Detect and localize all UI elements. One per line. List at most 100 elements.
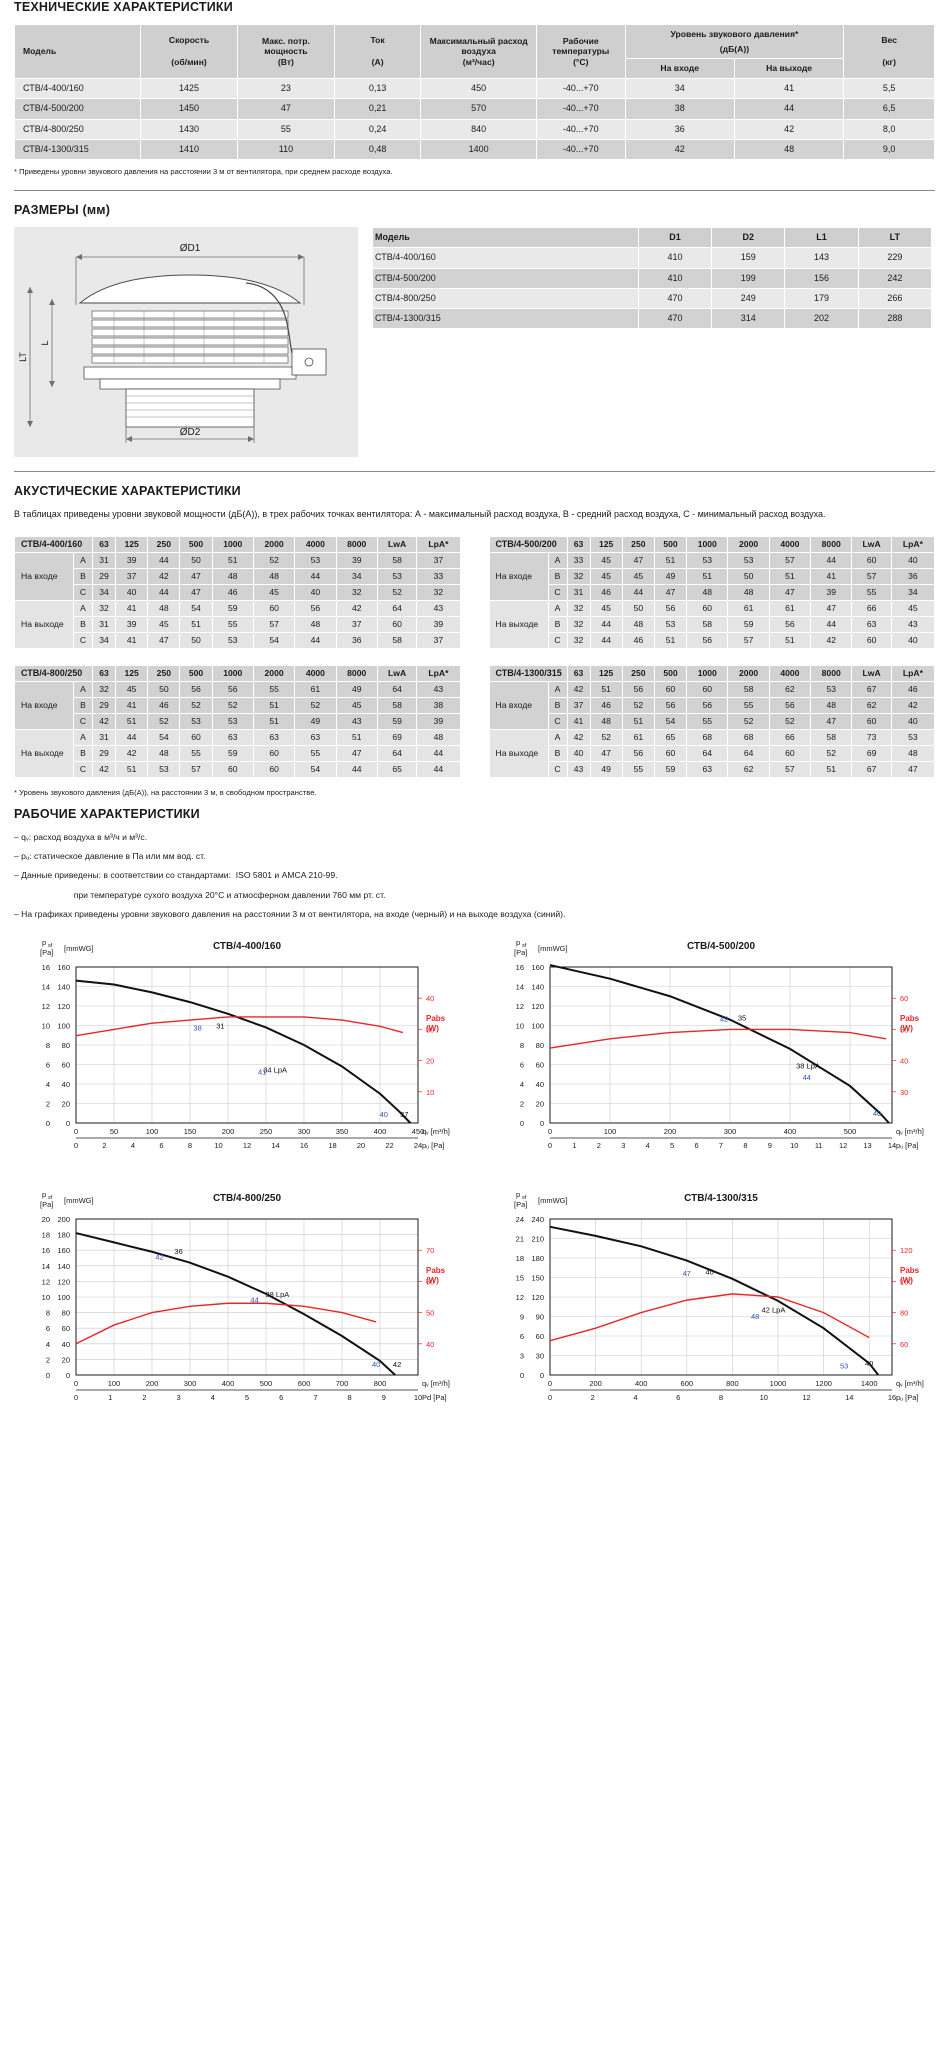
cell-spl-out: 44 [734,99,844,119]
acoustic-value-cell: 53 [728,552,769,568]
acoustic-value-cell: 48 [253,568,295,584]
col-model: Модель [15,25,141,79]
svg-text:sf: sf [522,943,527,949]
col-power: Макс. потр. мощность (Вт) [237,25,334,79]
acoustic-side-label: На выходе [489,729,548,777]
acoustic-value-cell: 44 [811,552,852,568]
acoustic-freq-header: 8000 [811,665,852,681]
svg-text:60: 60 [426,1278,434,1287]
dim-cell: 470 [638,309,712,329]
svg-text:100: 100 [57,1293,70,1302]
acoustic-value-cell: 47 [180,584,212,600]
acoustic-model-label: СТВ/4-400/160 [15,536,92,552]
svg-text:60: 60 [900,994,908,1003]
col-temp: Рабочие температуры (°C) [536,25,625,79]
acoustic-value-cell: 42 [93,761,116,777]
acoustic-value-cell: 39 [336,552,377,568]
acoustic-freq-header: 63 [567,536,590,552]
svg-text:2: 2 [46,1356,50,1365]
svg-text:12: 12 [802,1393,810,1402]
svg-text:СТВ/4-1300/315: СТВ/4-1300/315 [684,1193,758,1204]
svg-text:14: 14 [888,1141,896,1150]
acoustic-freq-header: 1000 [687,665,728,681]
acoustic-value-cell: 48 [417,729,460,745]
acoustic-freq-header: 4000 [295,536,336,552]
svg-text:40: 40 [705,1268,713,1277]
acoustic-value-cell: 67 [852,681,891,697]
svg-text:16: 16 [300,1141,308,1150]
svg-text:100: 100 [900,1278,913,1287]
acoustic-value-cell: 63 [212,729,253,745]
col-spl-inlet: На входе [625,59,734,79]
svg-text:200: 200 [146,1379,159,1388]
acoustic-point-label: A [548,681,567,697]
acoustic-freq-header: 500 [654,536,687,552]
svg-text:6: 6 [520,1061,524,1070]
svg-text:0: 0 [46,1119,50,1128]
acoustic-point-label: A [548,552,567,568]
acoustic-value-cell: 58 [811,729,852,745]
acoustic-value-cell: 46 [590,697,622,713]
acoustic-value-cell: 47 [654,584,687,600]
acoustic-value-cell: 43 [891,616,934,632]
cell-current: 0,21 [334,99,421,119]
acoustic-side-label: На входе [15,552,73,600]
acoustic-value-cell: 48 [212,568,253,584]
acoustic-value-cell: 57 [180,761,212,777]
acoustic-value-cell: 37 [116,568,148,584]
tech-footnote: * Приведены уровни звукового давления на… [14,167,393,177]
dim-cell: 249 [712,288,785,309]
svg-text:38 LpA: 38 LpA [796,1062,820,1071]
svg-text:60: 60 [62,1061,70,1070]
fan-technical-drawing: ØD1 ØD2 LT L [14,227,358,458]
svg-text:8: 8 [348,1393,352,1402]
acoustic-freq-header: 250 [148,665,180,681]
table-row: C 42 51 53 57 60 60 54 44 65 44 [15,761,460,777]
acoustic-value-cell: 45 [590,552,622,568]
svg-text:8: 8 [46,1309,50,1318]
acoustic-freq-header: 250 [622,536,654,552]
cell-model: СТВ/4-400/160 [15,79,141,99]
acoustic-freq-header: LwA [377,665,417,681]
svg-text:12: 12 [42,1002,50,1011]
acoustic-value-cell: 47 [590,745,622,761]
svg-text:18: 18 [328,1141,336,1150]
acoustic-value-cell: 59 [377,713,417,729]
table-row: C 34 41 47 50 53 54 44 36 58 37 [15,632,460,648]
acoustic-point-label: C [74,761,92,777]
acoustic-value-cell: 40 [891,632,934,648]
svg-text:6: 6 [46,1061,50,1070]
svg-text:sf: sf [48,943,53,949]
acoustic-value-cell: 39 [811,584,852,600]
acoustic-value-cell: 69 [852,745,891,761]
acoustic-value-cell: 45 [148,616,180,632]
acoustic-value-cell: 64 [728,745,769,761]
performance-chart-svg: 0204060801001201401601802000246810121416… [40,1190,450,1402]
svg-text:40: 40 [372,1360,380,1369]
svg-text:40: 40 [536,1080,544,1089]
acoustic-value-cell: 45 [336,697,377,713]
acoustic-value-cell: 47 [811,713,852,729]
acoustic-value-cell: 60 [212,761,253,777]
acoustic-value-cell: 39 [417,713,460,729]
acoustic-side-label: На входе [489,552,548,600]
acoustic-value-cell: 60 [654,745,687,761]
dim-col-lt: LT [858,228,931,248]
acoustic-value-cell: 62 [728,761,769,777]
acoustic-value-cell: 50 [728,568,769,584]
svg-text:100: 100 [108,1379,121,1388]
acoustic-value-cell: 55 [253,681,295,697]
acoustic-value-cell: 39 [417,616,460,632]
cell-airflow: 1400 [421,139,536,160]
acoustic-freq-header: 500 [180,665,212,681]
acoustic-value-cell: 51 [687,568,728,584]
svg-text:4: 4 [46,1080,50,1089]
svg-text:pᵤ [Pa]: pᵤ [Pa] [896,1393,918,1402]
col-weight-label: Вес [881,35,897,46]
svg-text:3: 3 [177,1393,181,1402]
acoustic-value-cell: 47 [180,568,212,584]
acoustic-value-cell: 48 [148,745,180,761]
acoustic-value-cell: 37 [336,616,377,632]
acoustic-value-cell: 29 [93,697,116,713]
acoustic-value-cell: 55 [852,584,891,600]
